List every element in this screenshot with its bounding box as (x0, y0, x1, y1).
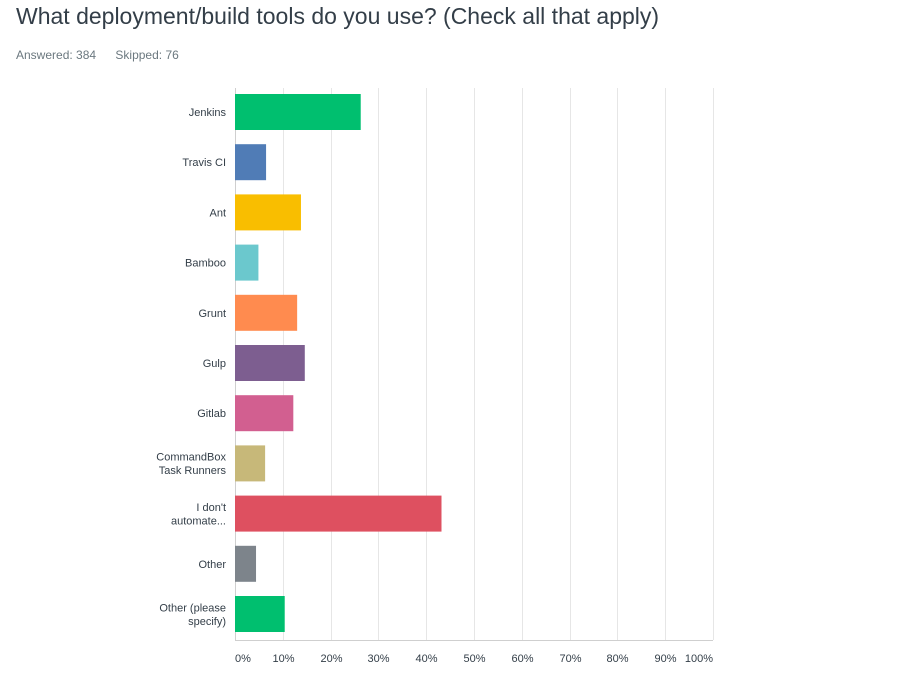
x-tick-label: 60% (511, 653, 533, 665)
bar[interactable] (235, 596, 285, 632)
category-label-line: Bamboo (185, 258, 226, 270)
bar[interactable] (235, 445, 266, 482)
category-labels: Jenkins Travis CI Ant Bamboo Grunt Gulp Gitlab… (156, 107, 226, 628)
x-tick-label: 90% (654, 653, 676, 665)
skipped-count: Skipped: 76 (115, 48, 179, 62)
category-label-line: I don't (196, 502, 226, 514)
category-label-line: Grunt (198, 308, 226, 320)
category-label: Gitlab (197, 408, 226, 420)
category-label-line: Travis CI (182, 157, 226, 169)
bars (235, 94, 442, 632)
bar[interactable] (235, 495, 442, 532)
category-label-line: automate... (171, 515, 226, 527)
category-label-line: Jenkins (189, 107, 227, 119)
bar[interactable] (235, 345, 305, 381)
x-tick-label: 50% (463, 653, 485, 665)
category-label-line: Gitlab (197, 408, 226, 420)
x-tick-label: 20% (320, 653, 342, 665)
x-tick-label: 0% (235, 653, 251, 665)
bar[interactable] (235, 294, 298, 331)
category-label: Bamboo (185, 258, 226, 270)
x-tick-label: 40% (415, 653, 437, 665)
category-label-line: Gulp (203, 358, 226, 370)
category-label: I don't automate... (171, 502, 226, 527)
response-stats: Answered: 384 Skipped: 76 (16, 48, 179, 62)
category-label: Grunt (198, 308, 226, 320)
x-tick-label: 80% (606, 653, 628, 665)
category-label: Other (please specify) (159, 602, 226, 628)
x-tick-label: 70% (559, 653, 581, 665)
category-label: Travis CI (182, 157, 226, 169)
category-label-line: Other (198, 559, 226, 571)
bar[interactable] (235, 94, 361, 130)
category-label: Gulp (203, 358, 226, 370)
bar[interactable] (235, 545, 257, 582)
bar[interactable] (235, 144, 267, 181)
category-label-line: Ant (209, 207, 226, 219)
x-axis-ticks: 0% 10% 20% 30% 40% 50% 60% 70% 80% 90% 100% (235, 653, 713, 665)
x-tick-label: 100% (685, 653, 713, 665)
category-label: Jenkins (189, 107, 227, 119)
bar[interactable] (235, 194, 301, 231)
category-label-line: specify) (188, 616, 226, 628)
question-title: What deployment/build tools do you use? … (16, 3, 660, 29)
category-label: Ant (209, 207, 226, 219)
category-label-line: CommandBox (156, 452, 226, 464)
category-label-line: Task Runners (159, 465, 227, 477)
x-tick-label: 10% (272, 653, 294, 665)
x-tick-label: 30% (367, 653, 389, 665)
answered-count: Answered: 384 (16, 48, 97, 62)
bar[interactable] (235, 395, 294, 432)
category-label: CommandBox Task Runners (156, 452, 226, 478)
category-label-line: Other (please (159, 602, 226, 614)
bar[interactable] (235, 244, 259, 281)
category-label: Other (198, 559, 226, 571)
grid-lines (235, 88, 714, 641)
